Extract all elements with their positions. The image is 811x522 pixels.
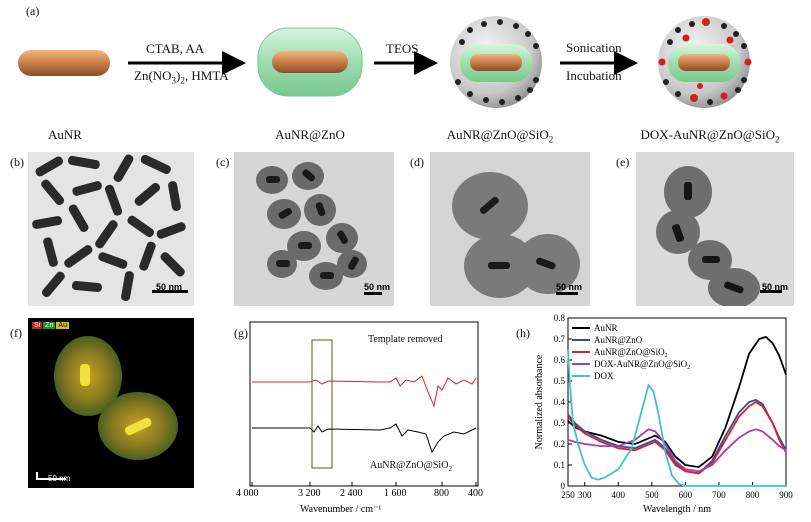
ftir-xtick: 400 <box>468 488 483 499</box>
ftir-label-aunr-zno-sio2: AuNR@ZnO@SiO2 <box>370 460 452 473</box>
y-tick-label: 0.8 <box>554 313 566 323</box>
y-tick-label: 0.7 <box>554 334 566 344</box>
step3-top: Sonication <box>566 40 622 55</box>
y-tick-label: 0.3 <box>554 418 566 428</box>
panel-g-label: (g) <box>234 326 248 340</box>
panel-h-label: (h) <box>516 326 530 340</box>
edx-legend: Si Zn Au <box>32 322 69 329</box>
ftir-spectra <box>249 321 479 487</box>
tem-b-scale: 50 nm <box>156 282 183 292</box>
step1-reagents-bottom: Zn(NO3)2, HMTA <box>134 68 229 86</box>
series-line-3 <box>567 428 787 473</box>
tem-image-aunr-zno-sio2 <box>430 152 590 306</box>
x-axis-label: Wavelength / nm <box>643 504 711 515</box>
y-tick-label: 0.5 <box>554 376 566 386</box>
legend-entry-3: DOX-AuNR@ZnO@SiO2 <box>594 359 690 371</box>
edx-legend-au: Au <box>56 322 69 329</box>
uv-vis-chart: 250 300 400 500 600 700 800 900 0 0.1 0.2 0.3 0.4 0.5… <box>534 313 793 515</box>
x-tick-label: 800 <box>746 490 760 500</box>
ftir-line-aunr-zno-sio2 <box>252 423 477 454</box>
caption-aunr: AuNR <box>48 127 82 142</box>
ftir-x-ticks: 4 000 3 200 2 400 1 600 800 400 <box>230 488 490 500</box>
ftir-label-template-removed: Template removed <box>368 334 443 345</box>
step3-bottom: Incubation <box>566 68 622 83</box>
series-line-2 <box>567 400 787 475</box>
panel-e-label: (e) <box>616 155 630 169</box>
x-tick-label: 500 <box>645 490 659 500</box>
edx-legend-zn: Zn <box>43 322 56 329</box>
y-tick-label: 0.6 <box>554 355 566 365</box>
edx-legend-si: Si <box>32 322 43 329</box>
panel-b-label: (b) <box>10 155 24 169</box>
x-tick-label: 300 <box>578 490 592 500</box>
ftir-xtick: 2 400 <box>340 488 363 499</box>
x-tick-label: 600 <box>679 490 693 500</box>
panel-a-label: (a) <box>26 4 40 18</box>
ftir-xtick: 4 000 <box>236 488 259 499</box>
dox-aunr-zno-sio2-particle <box>658 16 752 108</box>
edx-elemental-map <box>28 318 194 488</box>
tem-image-aunr-zno <box>234 152 394 306</box>
y-tick-label: 0 <box>561 481 566 491</box>
ftir-highlight-box <box>311 339 333 469</box>
y-tick-label: 0.2 <box>554 439 565 449</box>
legend-entry-2: AuNR@ZnO@SiO2 <box>594 347 668 359</box>
caption-aunr-zno: AuNR@ZnO <box>275 127 345 142</box>
synthesis-schematic <box>18 16 752 108</box>
tem-image-dox-aunr-zno-sio2 <box>636 152 794 306</box>
x-tick-label: 700 <box>712 490 726 500</box>
caption-dox-aunr-zno-sio2: DOX-AuNR@ZnO@SiO2 <box>640 127 780 145</box>
y-tick-label: 0.4 <box>554 397 566 407</box>
aunr-rod <box>18 50 110 76</box>
legend-entry-0: AuNR <box>594 323 618 333</box>
ftir-line-template-removed <box>252 375 477 408</box>
series-line-0 <box>567 335 787 469</box>
edx-scale: 50 nm <box>48 474 71 483</box>
x-tick-label: 250 <box>561 490 575 500</box>
legend-entry-4: DOX <box>594 371 614 381</box>
panel-d-label: (d) <box>410 155 424 169</box>
y-tick-label: 0.1 <box>554 460 565 470</box>
ftir-xtick: 800 <box>434 488 449 499</box>
ftir-xlabel: Wavenumber / cm⁻¹ <box>300 504 382 515</box>
legend-entry-1: AuNR@ZnO <box>594 335 643 345</box>
tem-d-scale: 50 nm <box>556 282 583 292</box>
caption-aunr-zno-sio2: AuNR@ZnO@SiO2 <box>446 127 554 145</box>
aunr-zno-sio2-particle <box>450 16 542 108</box>
tem-image-aunr <box>28 152 194 306</box>
ftir-xtick: 1 600 <box>384 488 407 499</box>
panel-c-label: (c) <box>216 155 230 169</box>
step2-reagent: TEOS <box>386 41 419 56</box>
step1-reagents-top: CTAB, AA <box>146 41 205 56</box>
y-axis-label: Normalized absorbance <box>534 354 545 449</box>
aunr-zno-particle <box>257 27 363 97</box>
panel-f-label: (f) <box>10 326 22 340</box>
tem-e-scale: 50 nm <box>762 282 789 292</box>
tem-c-scale: 50 nm <box>364 282 391 292</box>
x-tick-label: 400 <box>612 490 626 500</box>
x-tick-label: 900 <box>779 490 793 500</box>
ftir-xtick: 3 200 <box>298 488 321 499</box>
series-line-4 <box>567 349 786 487</box>
